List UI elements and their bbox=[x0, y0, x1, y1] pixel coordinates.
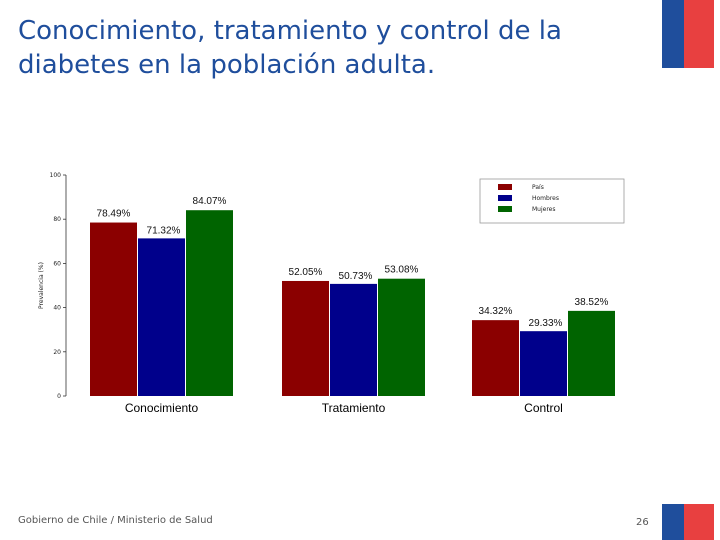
slide-title-line-2: diabetes en la población adulta. bbox=[18, 50, 436, 80]
y-tick-label: 60 bbox=[53, 260, 61, 267]
bar-hombres-conocimiento bbox=[138, 238, 185, 396]
slide-title: Conocimiento, tratamiento y control de l… bbox=[18, 14, 638, 82]
slide-title-line-1: Conocimiento, tratamiento y control de l… bbox=[18, 16, 562, 46]
data-label: 71.32% bbox=[147, 225, 181, 236]
data-label: 38.52% bbox=[575, 297, 609, 308]
y-axis: 0 20 40 60 80 100 Prevalencia (%) bbox=[38, 172, 67, 400]
bar-pas-conocimiento bbox=[90, 222, 137, 396]
category-label: Control bbox=[524, 401, 563, 415]
page-number: 26 bbox=[636, 517, 649, 528]
data-label: 29.33% bbox=[529, 318, 563, 329]
bar-mujeres-conocimiento bbox=[186, 210, 233, 396]
legend-swatch bbox=[498, 184, 512, 190]
y-tick-label: 100 bbox=[50, 172, 62, 179]
legend-label: Mujeres bbox=[532, 206, 556, 213]
bar-pas-control bbox=[472, 320, 519, 396]
flag-blue-stripe bbox=[662, 0, 684, 68]
data-label: 34.32% bbox=[479, 306, 513, 317]
legend-swatch bbox=[498, 195, 512, 201]
bars: 78.49% 71.32% 84.07% Conocimiento 52.05% 50.7… bbox=[90, 196, 615, 415]
data-label: 52.05% bbox=[289, 267, 323, 278]
data-label: 78.49% bbox=[97, 209, 131, 220]
y-tick-label: 0 bbox=[57, 393, 61, 400]
y-tick-label: 20 bbox=[53, 349, 61, 356]
category-label: Tratamiento bbox=[322, 401, 386, 415]
bar-hombres-control bbox=[520, 331, 567, 396]
data-label: 50.73% bbox=[339, 271, 373, 282]
flag-red-stripe bbox=[684, 504, 714, 540]
data-label: 84.07% bbox=[193, 196, 227, 207]
legend-label: País bbox=[532, 184, 544, 191]
y-axis-label: Prevalencia (%) bbox=[38, 262, 45, 309]
bar-pas-tratamiento bbox=[282, 280, 329, 396]
footer-text: Gobierno de Chile / Ministerio de Salud bbox=[18, 515, 213, 526]
legend-label: Hombres bbox=[532, 195, 559, 202]
bar-mujeres-control bbox=[568, 310, 615, 396]
category-label: Conocimiento bbox=[125, 401, 199, 415]
legend: País Hombres Mujeres bbox=[479, 178, 625, 224]
bar-hombres-tratamiento bbox=[330, 283, 377, 396]
flag-blue-stripe bbox=[662, 504, 684, 540]
y-tick-label: 80 bbox=[53, 216, 61, 223]
bar-mujeres-tratamiento bbox=[378, 278, 425, 396]
flag-decoration-top bbox=[662, 0, 714, 68]
flag-red-stripe bbox=[684, 0, 714, 68]
flag-decoration-bottom bbox=[662, 504, 714, 540]
y-tick-label: 40 bbox=[53, 305, 61, 312]
legend-swatch bbox=[498, 206, 512, 212]
data-label: 53.08% bbox=[385, 265, 419, 276]
